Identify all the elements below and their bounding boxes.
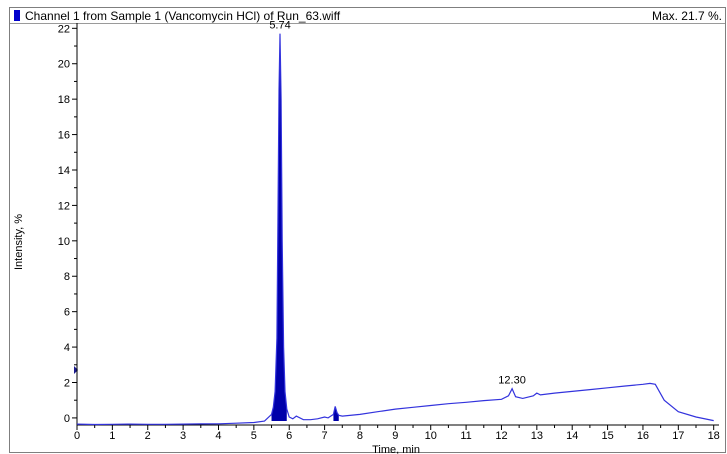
channel-color-marker <box>14 10 20 21</box>
x-tick-label: 11 <box>460 430 471 442</box>
x-tick-label: 6 <box>286 430 292 442</box>
y-tick-label: 0 <box>64 413 70 425</box>
y-tick-label: 16 <box>58 130 70 142</box>
y-tick-label: 4 <box>64 342 70 354</box>
x-tick-label: 16 <box>637 430 649 442</box>
x-tick-label: 15 <box>601 430 613 442</box>
x-tick-label: 4 <box>215 430 221 442</box>
y-axis-label: Intensity, % <box>13 214 25 270</box>
chart-title: Channel 1 from Sample 1 (Vancomycin HCl)… <box>25 9 341 23</box>
y-tick-label: 8 <box>64 271 70 283</box>
left-edge-marker <box>74 366 78 374</box>
y-tick-label: 10 <box>58 236 70 248</box>
x-tick-label: 3 <box>180 430 186 442</box>
y-tick-label: 6 <box>64 307 70 319</box>
x-tick-label: 7 <box>322 430 328 442</box>
y-tick-label: 2 <box>64 377 70 389</box>
x-tick-label: 1 <box>109 430 115 442</box>
x-tick-label: 8 <box>357 430 363 442</box>
y-tick-label: 20 <box>58 59 70 71</box>
x-tick-label: 10 <box>425 430 437 442</box>
y-tick-label: 18 <box>58 94 70 106</box>
y-tick-label: 12 <box>58 200 70 212</box>
x-tick-label: 0 <box>74 430 80 442</box>
x-tick-label: 9 <box>392 430 398 442</box>
x-tick-label: 14 <box>566 430 578 442</box>
x-tick-label: 2 <box>145 430 151 442</box>
peak-label: 5.74 <box>269 20 290 32</box>
x-axis-label: Time, min <box>372 444 420 454</box>
x-tick-label: 17 <box>672 430 684 442</box>
x-tick-label: 12 <box>495 430 507 442</box>
series-line <box>76 33 714 426</box>
peak-label: 12.30 <box>498 375 526 387</box>
max-intensity-label: Max. 21.7 %. <box>651 9 722 23</box>
y-tick-label: 22 <box>58 23 70 35</box>
x-tick-label: 18 <box>708 430 720 442</box>
chromatogram-panel: Channel 1 from Sample 1 (Vancomycin HCl)… <box>9 7 726 453</box>
x-tick-label: 13 <box>531 430 543 442</box>
chart-header: Channel 1 from Sample 1 (Vancomycin HCl)… <box>10 8 725 24</box>
y-tick-label: 14 <box>58 165 70 177</box>
x-tick-label: 5 <box>251 430 257 442</box>
